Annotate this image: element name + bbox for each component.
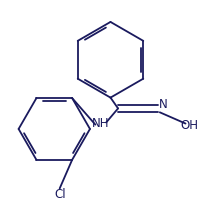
Text: Cl: Cl <box>54 188 65 201</box>
Text: NH: NH <box>92 117 110 130</box>
Text: OH: OH <box>180 119 198 132</box>
Text: N: N <box>159 98 168 111</box>
